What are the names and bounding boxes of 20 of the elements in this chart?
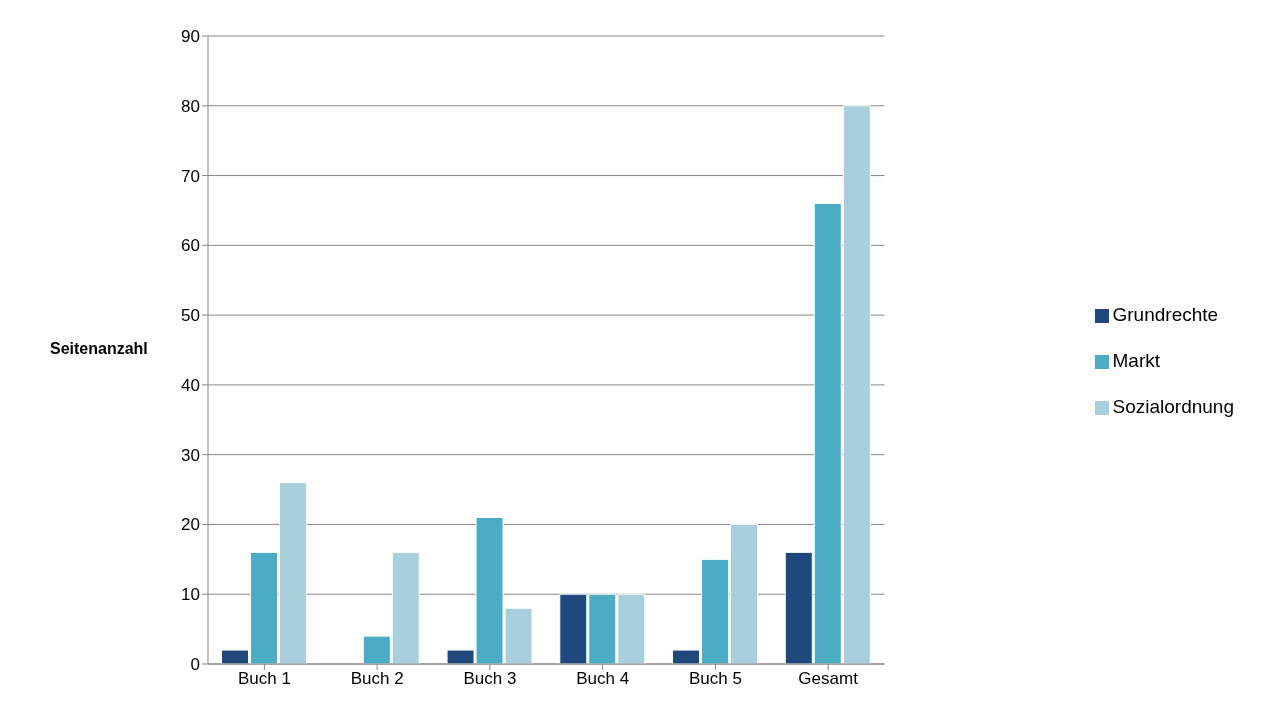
legend-label: Grundrechte — [1112, 304, 1219, 325]
y-tick-label: 60 — [181, 236, 200, 256]
y-tick-label: 0 — [190, 655, 200, 675]
y-tick-label: 90 — [181, 27, 200, 47]
x-tick-label: Buch 2 — [350, 669, 404, 689]
x-tick-label: Buch 4 — [576, 669, 630, 689]
x-tick-label: Gesamt — [798, 669, 859, 689]
y-tick-label: 70 — [181, 166, 200, 186]
y-tick-label: 10 — [181, 585, 200, 605]
x-tick-label: Buch 3 — [463, 669, 517, 689]
legend-label: Markt — [1112, 350, 1161, 371]
y-tick-label: 30 — [181, 445, 200, 465]
x-tick-label: Buch 5 — [688, 669, 742, 689]
legend-label: Sozialordnung — [1112, 396, 1234, 417]
y-tick-label: 20 — [181, 515, 200, 535]
y-tick-label: 50 — [181, 306, 200, 326]
y-tick-label: 80 — [181, 96, 200, 116]
y-tick-label: 40 — [181, 375, 200, 395]
y-axis-title: Seitenanzahl — [50, 340, 148, 358]
x-tick-label: Buch 1 — [237, 669, 291, 689]
